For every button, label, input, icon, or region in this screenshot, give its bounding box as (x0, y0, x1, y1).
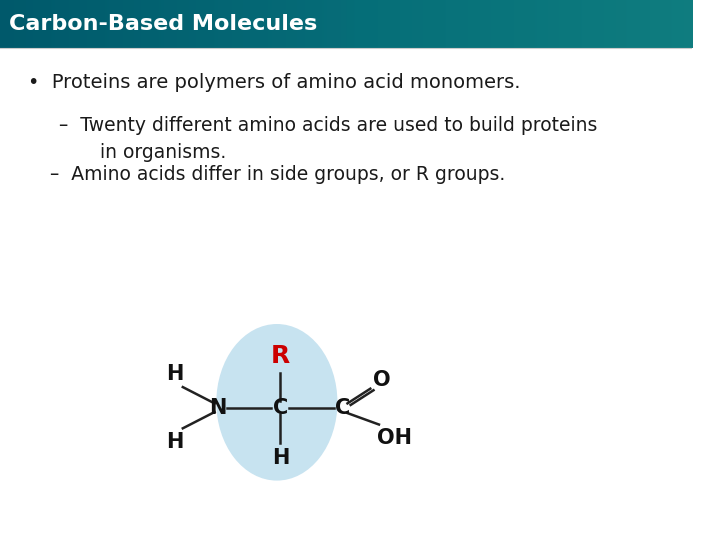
Text: H: H (271, 448, 289, 468)
Text: N: N (210, 397, 227, 418)
Text: H: H (166, 432, 183, 452)
Text: C: C (335, 397, 350, 418)
Text: •  Proteins are polymers of amino acid monomers.: • Proteins are polymers of amino acid mo… (27, 73, 520, 92)
Text: H: H (166, 363, 183, 383)
Text: O: O (373, 369, 391, 389)
Text: C: C (273, 397, 288, 418)
Text: R: R (271, 345, 290, 368)
Ellipse shape (216, 324, 338, 481)
Text: OH: OH (377, 428, 413, 448)
Text: in organisms.: in organisms. (76, 143, 226, 162)
Text: Carbon-Based Molecules: Carbon-Based Molecules (9, 14, 318, 34)
Text: –  Amino acids differ in side groups, or R groups.: – Amino acids differ in side groups, or … (50, 165, 505, 184)
Text: –  Twenty different amino acids are used to build proteins: – Twenty different amino acids are used … (59, 116, 597, 135)
